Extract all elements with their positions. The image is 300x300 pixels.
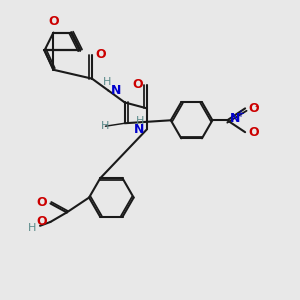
Text: H: H [103, 77, 111, 87]
Text: O: O [249, 102, 259, 115]
Text: O: O [36, 215, 47, 228]
Text: H: H [135, 116, 144, 126]
Text: N: N [230, 112, 241, 125]
Text: O: O [36, 196, 47, 208]
Text: +: + [236, 109, 244, 119]
Text: H: H [101, 121, 110, 131]
Text: O: O [133, 78, 143, 91]
Text: O: O [249, 126, 259, 139]
Text: O: O [48, 15, 59, 28]
Text: N: N [134, 123, 144, 136]
Text: N: N [111, 84, 122, 97]
Text: -: - [255, 101, 259, 111]
Text: O: O [96, 48, 106, 62]
Text: H: H [28, 223, 37, 233]
